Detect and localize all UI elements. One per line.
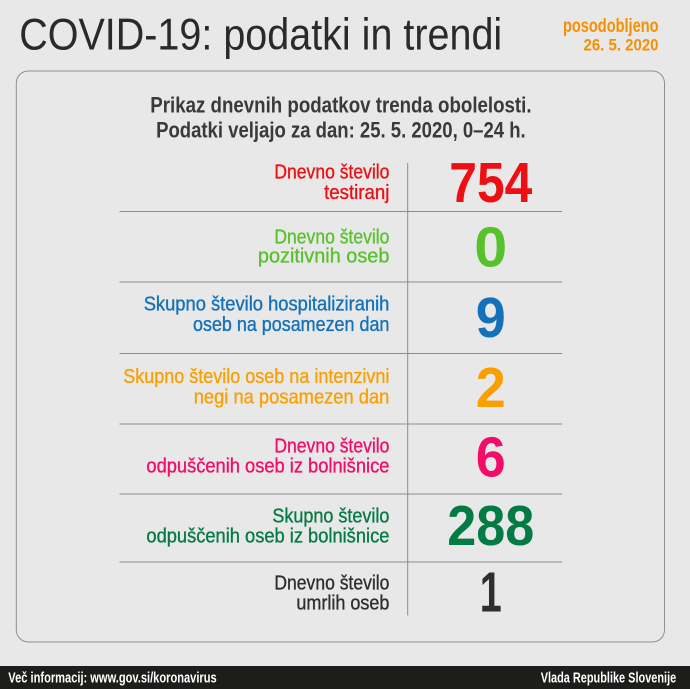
svg-text:Dnevno število: Dnevno število bbox=[274, 161, 389, 184]
svg-text:Več informacij: www.gov.si/kor: Več informacij: www.gov.si/koronavirus bbox=[8, 671, 216, 687]
svg-text:2: 2 bbox=[476, 356, 506, 419]
svg-text:negi na posamezen dan: negi na posamezen dan bbox=[194, 385, 390, 408]
svg-text:Skupno število oseb na intenzi: Skupno število oseb na intenzivni bbox=[123, 365, 389, 388]
svg-text:testiranj: testiranj bbox=[324, 181, 389, 204]
svg-text:Vlada Republike Slovenije: Vlada Republike Slovenije bbox=[541, 671, 677, 687]
svg-text:pozitivnih oseb: pozitivnih oseb bbox=[258, 245, 390, 268]
svg-text:Skupno število: Skupno število bbox=[272, 504, 389, 527]
svg-text:9: 9 bbox=[476, 286, 506, 349]
svg-text:Dnevno število: Dnevno število bbox=[274, 434, 389, 457]
svg-text:288: 288 bbox=[447, 494, 534, 557]
svg-text:0: 0 bbox=[474, 215, 507, 278]
svg-text:umrlih oseb: umrlih oseb bbox=[296, 592, 389, 615]
svg-text:posodobljeno: posodobljeno bbox=[563, 15, 659, 37]
svg-text:odpuščenih oseb iz bolnišnice: odpuščenih oseb iz bolnišnice bbox=[146, 525, 389, 548]
svg-text:754: 754 bbox=[449, 151, 532, 214]
svg-text:Skupno število hospitalizirani: Skupno število hospitaliziranih bbox=[144, 293, 390, 316]
svg-text:Dnevno število: Dnevno število bbox=[274, 226, 389, 249]
svg-text:oseb na posamezen dan: oseb na posamezen dan bbox=[193, 313, 389, 336]
svg-text:26. 5. 2020: 26. 5. 2020 bbox=[584, 36, 659, 54]
svg-text:Dnevno število: Dnevno število bbox=[274, 572, 389, 595]
svg-text:Prikaz dnevnih podatkov trenda: Prikaz dnevnih podatkov trenda obolelost… bbox=[150, 93, 531, 118]
svg-text:1: 1 bbox=[480, 561, 502, 624]
svg-text:COVID-19: podatki in trendi: COVID-19: podatki in trendi bbox=[19, 10, 502, 60]
svg-text:odpuščenih oseb iz bolnišnice: odpuščenih oseb iz bolnišnice bbox=[146, 455, 389, 478]
svg-text:Podatki veljajo za dan: 25. 5.: Podatki veljajo za dan: 25. 5. 2020, 0–2… bbox=[156, 118, 526, 143]
svg-text:6: 6 bbox=[476, 425, 506, 488]
